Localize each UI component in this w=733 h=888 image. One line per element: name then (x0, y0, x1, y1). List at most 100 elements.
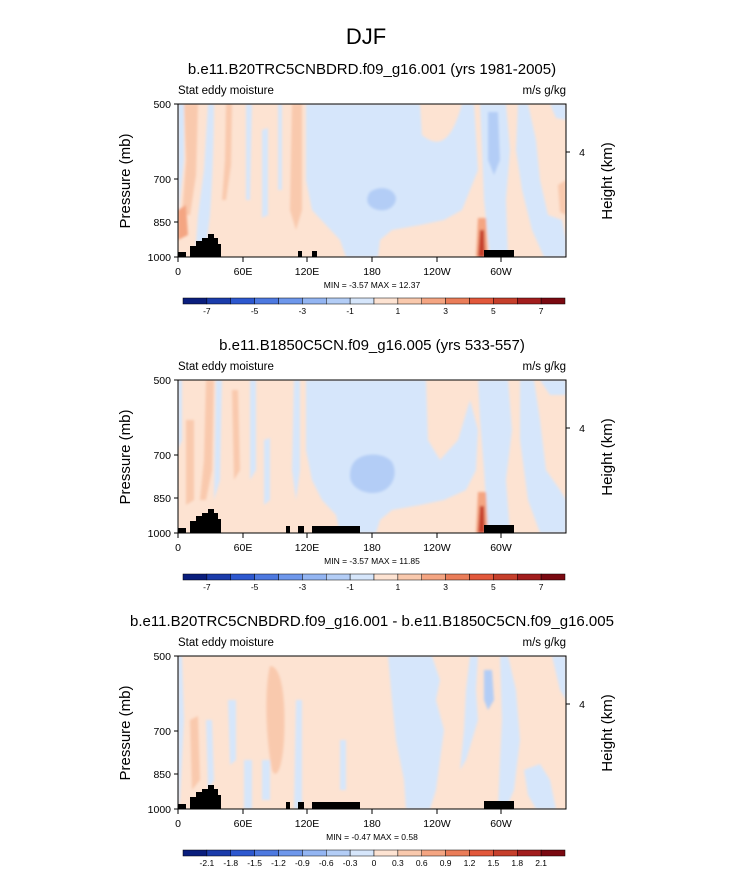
panel-2-ytick-700: 700 (153, 450, 171, 462)
panel-3-ytick-700: 700 (153, 726, 171, 738)
colorbar-1-label: 7 (539, 306, 544, 316)
panel-2-right-tick: 4 (579, 423, 585, 435)
colorbar-2-label: 3 (443, 582, 448, 592)
colorbar-3-swatch (326, 849, 351, 857)
colorbar-3-label: 1.5 (487, 858, 499, 868)
colorbar-2-swatch (278, 573, 303, 581)
colorbar-2-label: 7 (539, 582, 544, 592)
panel-1-xticks: 0 60E 120E 180 120W 60W (175, 257, 512, 278)
panel-3-ytick-1000: 1000 (148, 804, 172, 816)
colorbar-3-label: -0.9 (295, 858, 310, 868)
panel-1-xtick-120w: 120W (423, 266, 451, 278)
panel-1-ytick-700: 700 (153, 174, 171, 186)
panel-2-ytick-850: 850 (153, 493, 171, 505)
colorbar-3-label: -2.1 (200, 858, 215, 868)
colorbar-1-swatch (493, 297, 518, 305)
colorbar-1-label: -1 (346, 306, 354, 316)
panel-3-right-label: m/s g/kg (523, 637, 566, 649)
colorbar-3-label: -0.6 (319, 858, 334, 868)
panel-2-xtick-120w: 120W (423, 542, 451, 554)
panel-3-ytick-500: 500 (153, 651, 171, 663)
panel-2-yticks: 500 700 850 1000 (148, 375, 178, 540)
colorbar-3-label: 1.8 (511, 858, 523, 868)
colorbar-2-label: -3 (299, 582, 307, 592)
panel-2-xtick-180: 180 (363, 542, 381, 554)
panel-2-ytick-1000: 1000 (148, 528, 172, 540)
panel-1: b.e11.B20TRC5CNBDRD.f09_g16.001 (yrs 198… (117, 61, 616, 316)
colorbar-1-swatch (517, 297, 542, 305)
colorbar-1-label: -7 (203, 306, 211, 316)
panel-1-left-label: Stat eddy moisture (178, 85, 274, 97)
colorbar-2-swatch (493, 573, 518, 581)
panel-1-xtick-60e: 60E (234, 266, 253, 278)
colorbar-3-swatch (493, 849, 518, 857)
panel-3: b.e11.B20TRC5CNBDRD.f09_g16.001 - b.e11.… (117, 613, 616, 868)
panel-1-ytick-500: 500 (153, 99, 171, 111)
colorbar-3-label: -1.5 (247, 858, 262, 868)
colorbar-2-swatch (326, 573, 351, 581)
panel-3-xtick-0: 0 (175, 818, 181, 830)
colorbar-1-swatch (182, 297, 208, 305)
panel-2-xtick-60e: 60E (234, 542, 253, 554)
panel-2-left-label: Stat eddy moisture (178, 361, 274, 373)
colorbar-2-swatch (540, 573, 566, 581)
panel-2-xtick-60w: 60W (490, 542, 512, 554)
colorbar-2-label: -7 (203, 582, 211, 592)
panel-1-xtick-180: 180 (363, 266, 381, 278)
panel-3-xtick-180: 180 (363, 818, 381, 830)
colorbar-3-swatch (349, 849, 375, 857)
panel-1-xtick-120e: 120E (295, 266, 320, 278)
panel-3-field (178, 656, 566, 809)
colorbar-2-label: -5 (251, 582, 259, 592)
colorbar-1-swatch (326, 297, 351, 305)
colorbar-3-swatch (397, 849, 422, 857)
panel-3-xtick-120w: 120W (423, 818, 451, 830)
colorbar-2-swatch (445, 573, 470, 581)
colorbar-1-label: -3 (299, 306, 307, 316)
colorbar-3-swatch (469, 849, 494, 857)
colorbar-1-swatch (469, 297, 494, 305)
panel-2-ylabel: Pressure (mb) (117, 409, 134, 504)
colorbar-3-label: 2.1 (535, 858, 547, 868)
panel-2-xticks: 0 60E 120E 180 120W 60W (175, 533, 512, 554)
panel-2-ytick-500: 500 (153, 375, 171, 387)
colorbar-3-label: 0.9 (440, 858, 452, 868)
panel-3-right-tick: 4 (579, 699, 585, 711)
colorbar-2-swatch (397, 573, 422, 581)
colorbar-1-swatch (397, 297, 422, 305)
panel-3-ylabel-right: Height (km) (599, 694, 616, 772)
colorbar-3-swatch (517, 849, 542, 857)
colorbar-3-swatch (302, 849, 327, 857)
panel-1-colorbar: -7 -5 -3 -1 1 3 5 7 (182, 297, 566, 316)
colorbar-1-swatch (278, 297, 303, 305)
colorbar-2-label: -1 (346, 582, 354, 592)
colorbar-2-swatch (421, 573, 446, 581)
colorbar-2-label: 5 (491, 582, 496, 592)
panel-1-ytick-850: 850 (153, 217, 171, 229)
colorbar-3-label: 0 (372, 858, 377, 868)
colorbar-2-swatch (182, 573, 208, 581)
colorbar-1-label: 3 (443, 306, 448, 316)
colorbar-3-swatch (206, 849, 231, 857)
colorbar-1-swatch (540, 297, 566, 305)
panel-3-ytick-850: 850 (153, 769, 171, 781)
panel-2-topography (178, 509, 514, 533)
panel-3-yticks: 500 700 850 1000 (148, 651, 178, 816)
colorbar-1-swatch (445, 297, 470, 305)
colorbar-3-label: -1.8 (223, 858, 238, 868)
colorbar-3-label: 1.2 (464, 858, 476, 868)
panel-3-left-label: Stat eddy moisture (178, 637, 274, 649)
colorbar-1-label: -5 (251, 306, 259, 316)
colorbar-1-swatch (230, 297, 255, 305)
colorbar-1-label: 5 (491, 306, 496, 316)
panel-3-xticks: 0 60E 120E 180 120W 60W (175, 809, 512, 830)
colorbar-1-swatch (254, 297, 279, 305)
colorbar-3-label: 0.6 (416, 858, 428, 868)
panel-1-xtick-60w: 60W (490, 266, 512, 278)
colorbar-2-swatch (517, 573, 542, 581)
panel-2-colorbar: -7 -5 -3 -1 1 3 5 7 (182, 573, 566, 592)
colorbar-3-swatch (540, 849, 566, 857)
colorbar-1-swatch (302, 297, 327, 305)
panel-3-topography (178, 785, 514, 809)
